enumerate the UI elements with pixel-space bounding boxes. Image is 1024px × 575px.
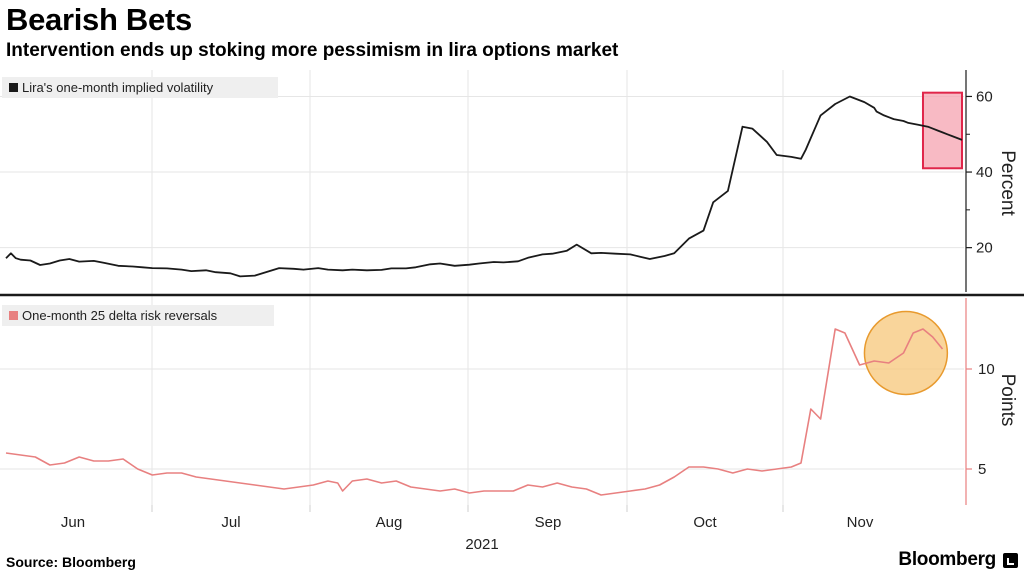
- top-y-axis-title: Percent: [997, 150, 1018, 216]
- top-y-tick-label: 20: [976, 240, 993, 257]
- risk-reversals-line: [5, 328, 944, 496]
- grid-layer: [0, 70, 964, 505]
- bottom-y-axis-title: Points: [997, 374, 1018, 427]
- top-legend-background: [2, 77, 278, 98]
- top-y-tick-label: 40: [976, 164, 993, 181]
- top-legend-swatch: [9, 83, 18, 92]
- axis-layer: 20 40 60 5 10 Percent Points Jun Jul Aug Sep Oct Nov…: [0, 70, 1024, 553]
- bottom-legend-background: [2, 305, 274, 326]
- highlight-circle: [863, 310, 949, 396]
- x-tick-label: Jul: [221, 514, 240, 531]
- implied-volatility-line: [5, 95, 963, 278]
- bottom-legend-label: One-month 25 delta risk reversals: [22, 308, 218, 323]
- brand-logo-text: Bloomberg: [898, 549, 996, 570]
- x-axis-year-label: 2021: [465, 536, 498, 553]
- bottom-y-tick-label: 10: [978, 361, 995, 378]
- x-tick-label: Sep: [535, 514, 562, 531]
- highlight-layer: [863, 91, 964, 396]
- highlight-box: [921, 91, 964, 170]
- chart-subtitle: Intervention ends up stoking more pessim…: [6, 40, 619, 61]
- top-y-tick-label: 60: [976, 88, 993, 105]
- series-layer: [5, 95, 963, 496]
- x-tick-label: Oct: [693, 514, 717, 531]
- x-tick-label: Jun: [61, 514, 85, 531]
- legend-layer: Lira's one-month implied volatility One-m…: [2, 77, 278, 326]
- chart-title: Bearish Bets: [6, 2, 192, 37]
- x-tick-label: Aug: [376, 514, 403, 531]
- bottom-legend-swatch: [9, 311, 18, 320]
- x-tick-label: Nov: [847, 514, 874, 531]
- source-note: Source: Bloomberg: [6, 554, 136, 570]
- bottom-y-tick-label: 5: [978, 461, 986, 478]
- bloomberg-chart-icon: [1003, 553, 1018, 568]
- top-legend-label: Lira's one-month implied volatility: [22, 80, 214, 95]
